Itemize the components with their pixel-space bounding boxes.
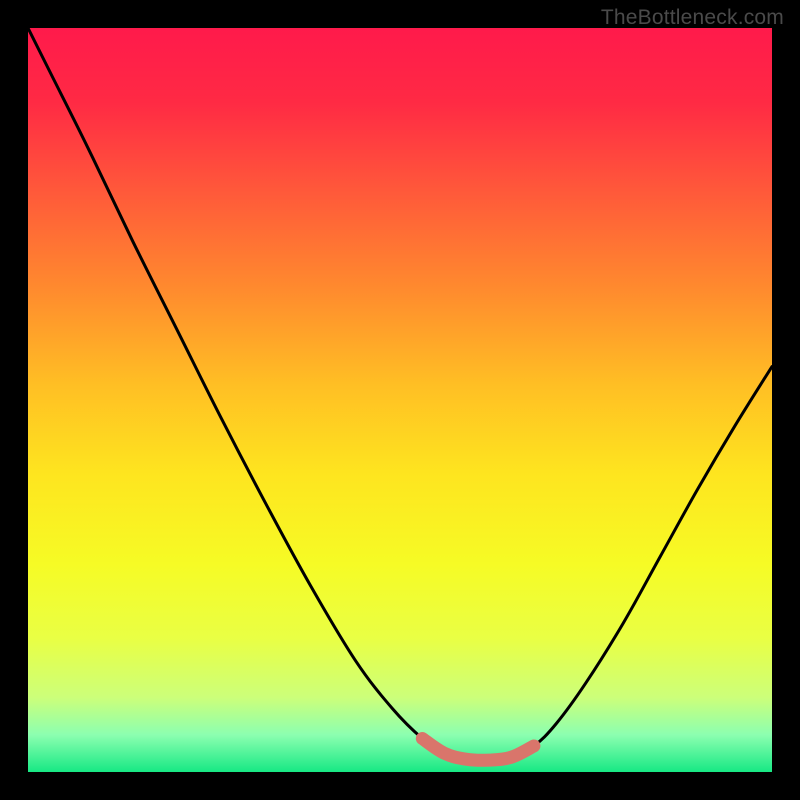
watermark-text: TheBottleneck.com [601, 6, 784, 30]
bottleneck-curve [28, 28, 772, 760]
optimal-range-highlight [422, 739, 534, 761]
curve-layer [28, 28, 772, 772]
plot-area [28, 28, 772, 772]
